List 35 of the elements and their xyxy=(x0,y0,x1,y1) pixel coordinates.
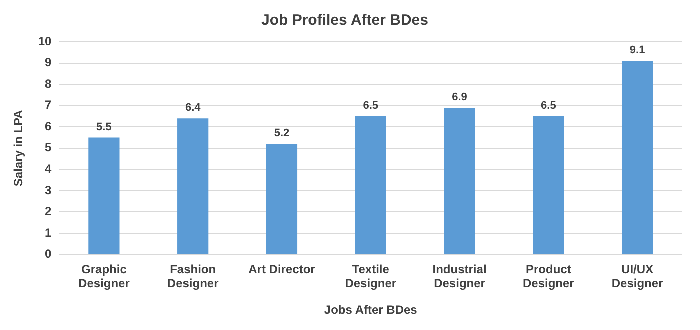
y-tick-label: 7 xyxy=(45,98,52,112)
x-tick-label: Product Designer xyxy=(522,262,575,291)
data-label: 6.9 xyxy=(452,92,468,104)
bar xyxy=(266,144,298,254)
x-tick-label: Fashion Designer xyxy=(167,262,220,291)
x-tick-label: Textile Designer xyxy=(345,262,397,291)
data-label: 6.4 xyxy=(185,102,202,114)
bar xyxy=(444,108,476,254)
y-tick-label: 10 xyxy=(38,34,52,48)
data-label: 5.5 xyxy=(96,121,112,134)
y-tick-label: 5 xyxy=(45,140,52,155)
x-tick-label: Industrial Designer xyxy=(432,262,487,291)
bar xyxy=(88,138,120,254)
y-tick-label: 2 xyxy=(45,204,52,219)
y-tick-label: 3 xyxy=(45,183,52,198)
x-tick-label: Art Director xyxy=(248,262,316,276)
x-axis-title: Jobs After BDes xyxy=(324,303,418,318)
chart-title: Job Profiles After BDes xyxy=(262,12,428,30)
y-tick-label: 8 xyxy=(45,76,52,91)
y-tick-label: 9 xyxy=(45,56,52,70)
x-tick-label: UI/UX Designer xyxy=(612,262,664,291)
x-tick-label: Graphic Designer xyxy=(78,262,130,291)
data-label: 6.5 xyxy=(541,100,556,112)
y-axis-title: Salary in LPA xyxy=(12,110,26,187)
data-label: 6.5 xyxy=(363,100,379,112)
data-label: 5.2 xyxy=(274,128,290,140)
y-tick-label: 0 xyxy=(45,247,52,262)
bar xyxy=(355,116,386,254)
y-tick-label: 1 xyxy=(45,226,52,240)
bar xyxy=(622,61,654,254)
bar xyxy=(178,118,209,254)
bar xyxy=(533,116,564,254)
y-tick-label: 4 xyxy=(45,162,52,176)
data-label: 9.1 xyxy=(630,44,646,57)
y-tick-label: 6 xyxy=(45,119,52,134)
